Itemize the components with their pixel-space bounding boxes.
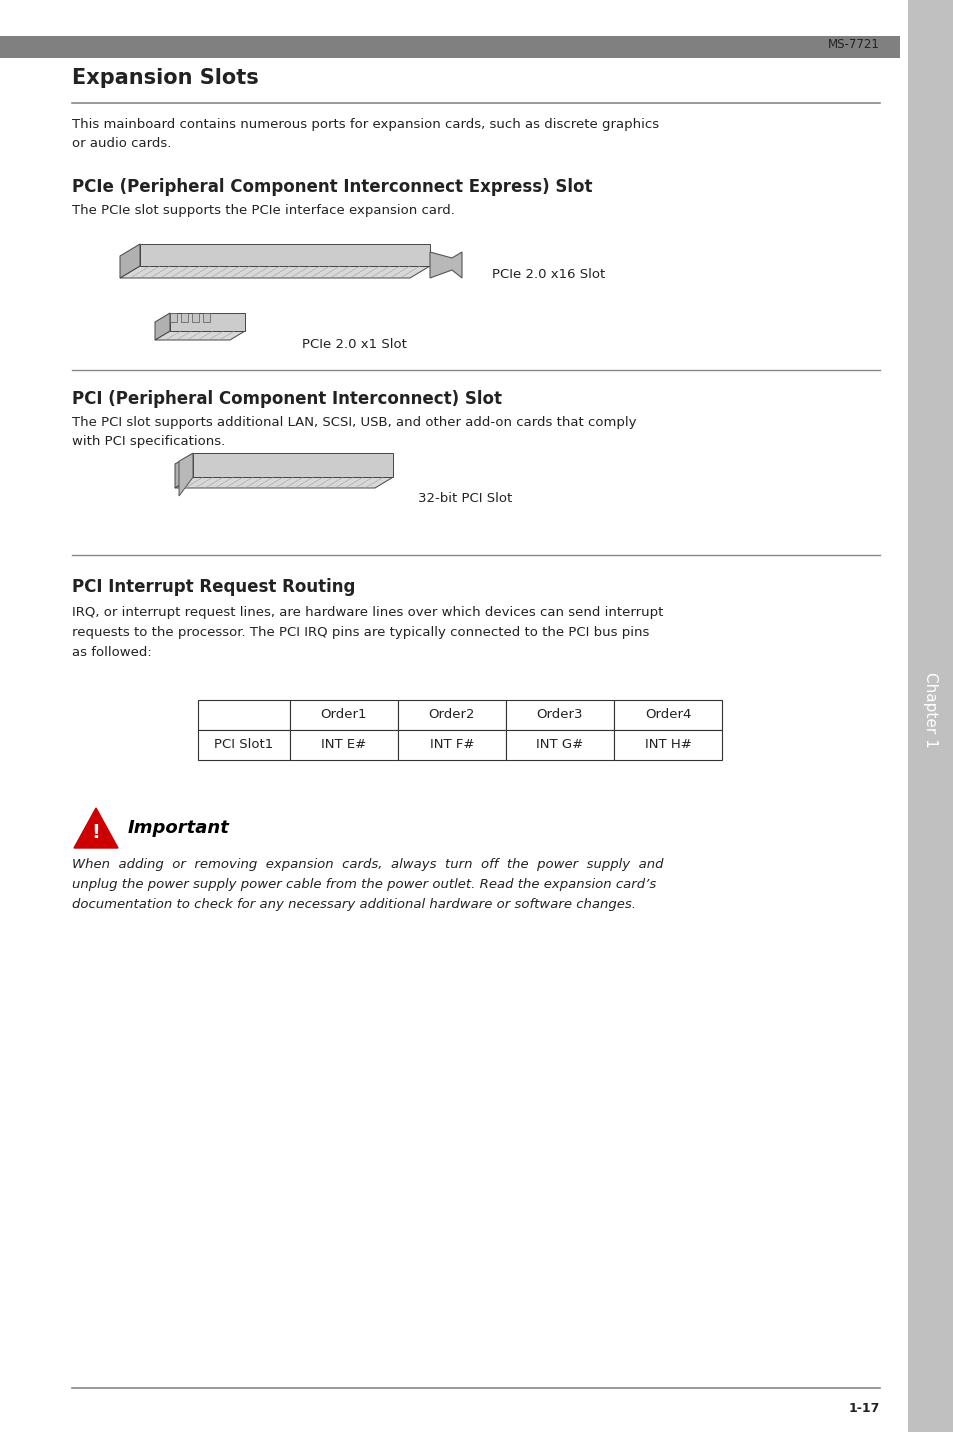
Text: 32-bit PCI Slot: 32-bit PCI Slot	[417, 491, 512, 504]
Text: IRQ, or interrupt request lines, are hardware lines over which devices can send : IRQ, or interrupt request lines, are har…	[71, 606, 662, 659]
Text: Order2: Order2	[428, 709, 475, 722]
Bar	[181, 314, 188, 322]
Text: PCI Interrupt Request Routing: PCI Interrupt Request Routing	[71, 579, 355, 596]
Text: !: !	[91, 823, 100, 842]
Bar	[614, 730, 721, 760]
Bar	[192, 314, 199, 322]
Polygon shape	[179, 453, 193, 495]
Bar	[290, 730, 397, 760]
Bar	[198, 730, 290, 760]
Polygon shape	[430, 252, 461, 278]
Bar	[505, 700, 614, 730]
Text: Order1: Order1	[320, 709, 367, 722]
Polygon shape	[74, 808, 118, 848]
Polygon shape	[120, 243, 140, 278]
Bar	[397, 730, 505, 760]
Text: Important: Important	[128, 819, 230, 836]
Bar	[198, 700, 290, 730]
Polygon shape	[120, 266, 430, 278]
Text: PCI Slot1: PCI Slot1	[214, 739, 274, 752]
Text: 1-17: 1-17	[848, 1402, 879, 1415]
Polygon shape	[193, 453, 393, 477]
Bar	[505, 730, 614, 760]
Bar	[203, 314, 210, 322]
Text: The PCI slot supports additional LAN, SCSI, USB, and other add-on cards that com: The PCI slot supports additional LAN, SC…	[71, 417, 636, 448]
Text: PCIe 2.0 x16 Slot: PCIe 2.0 x16 Slot	[492, 269, 604, 282]
Text: PCIe (Peripheral Component Interconnect Express) Slot: PCIe (Peripheral Component Interconnect …	[71, 178, 592, 196]
Text: When  adding  or  removing  expansion  cards,  always  turn  off  the  power  su: When adding or removing expansion cards,…	[71, 858, 662, 911]
Text: INT G#: INT G#	[536, 739, 583, 752]
Polygon shape	[154, 331, 245, 339]
Text: Order4: Order4	[644, 709, 691, 722]
Text: Order3: Order3	[537, 709, 582, 722]
Text: PCIe 2.0 x1 Slot: PCIe 2.0 x1 Slot	[302, 338, 406, 351]
Bar	[0, 36, 899, 59]
Polygon shape	[170, 314, 245, 331]
Bar	[614, 700, 721, 730]
Text: Expansion Slots: Expansion Slots	[71, 67, 258, 87]
Text: This mainboard contains numerous ports for expansion cards, such as discrete gra: This mainboard contains numerous ports f…	[71, 117, 659, 150]
Bar	[170, 314, 177, 322]
Bar	[907, 0, 953, 1432]
Polygon shape	[154, 314, 170, 339]
Polygon shape	[174, 453, 193, 488]
Text: INT E#: INT E#	[321, 739, 366, 752]
Text: INT H#: INT H#	[644, 739, 691, 752]
Text: PCI (Peripheral Component Interconnect) Slot: PCI (Peripheral Component Interconnect) …	[71, 390, 501, 408]
Polygon shape	[140, 243, 430, 266]
Bar	[290, 700, 397, 730]
Text: MS-7721: MS-7721	[827, 37, 879, 50]
Text: INT F#: INT F#	[429, 739, 474, 752]
Text: The PCIe slot supports the PCIe interface expansion card.: The PCIe slot supports the PCIe interfac…	[71, 203, 455, 218]
Text: Chapter 1: Chapter 1	[923, 672, 938, 748]
Polygon shape	[174, 477, 393, 488]
Bar	[397, 700, 505, 730]
